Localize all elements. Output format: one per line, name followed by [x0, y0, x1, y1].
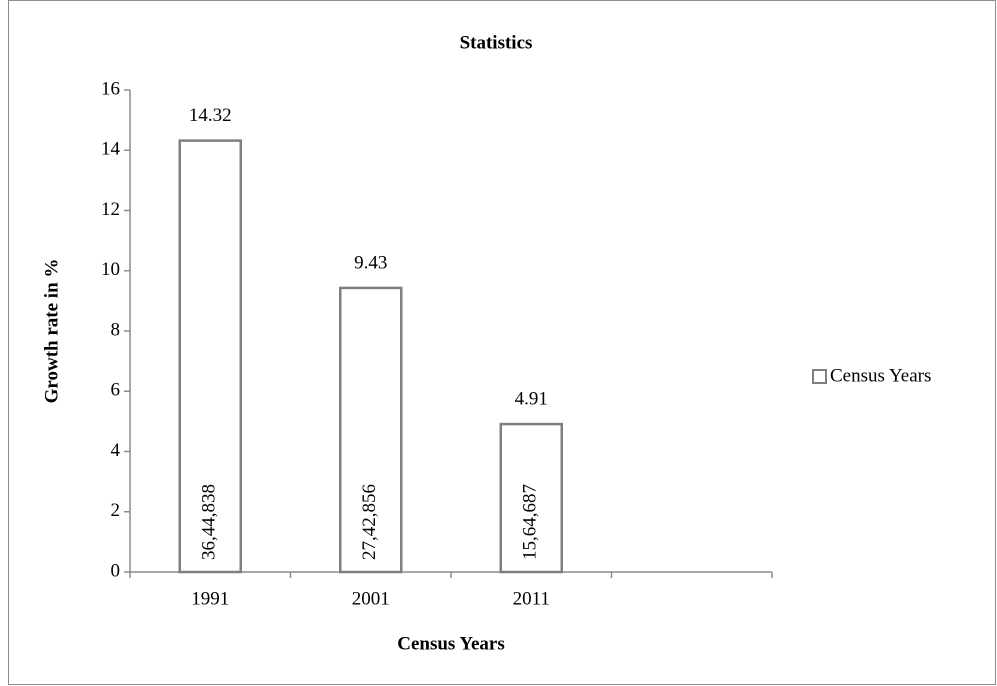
inner-label: 27,42,856 [359, 484, 380, 560]
chart-title: Statistics [460, 32, 533, 53]
y-tick-label: 6 [111, 380, 121, 401]
y-tick-label: 16 [101, 78, 120, 99]
bar [178, 139, 242, 574]
x-tick-label: 2011 [513, 588, 550, 609]
y-axis-label: Growth rate in % [41, 259, 62, 404]
chart-border [8, 0, 996, 685]
legend-marker [812, 369, 827, 384]
y-tick-label: 4 [111, 440, 121, 461]
value-label: 14.32 [189, 105, 232, 126]
bar [339, 286, 403, 574]
x-tick-label: 2001 [352, 588, 390, 609]
y-tick-label: 8 [111, 319, 121, 340]
value-label: 9.43 [354, 252, 387, 273]
value-label: 4.91 [515, 388, 548, 409]
y-tick-label: 12 [101, 199, 120, 220]
x-tick-label: 1991 [191, 588, 229, 609]
y-tick-label: 14 [101, 139, 121, 160]
legend-label: Census Years [830, 365, 931, 386]
inner-label: 36,44,838 [199, 484, 220, 560]
x-axis-label: Census Years [397, 633, 505, 654]
bar [499, 422, 563, 574]
y-tick-label: 0 [111, 560, 121, 581]
y-tick-label: 10 [101, 259, 120, 280]
inner-label: 15,64,687 [520, 484, 541, 560]
y-tick-label: 2 [111, 500, 121, 521]
